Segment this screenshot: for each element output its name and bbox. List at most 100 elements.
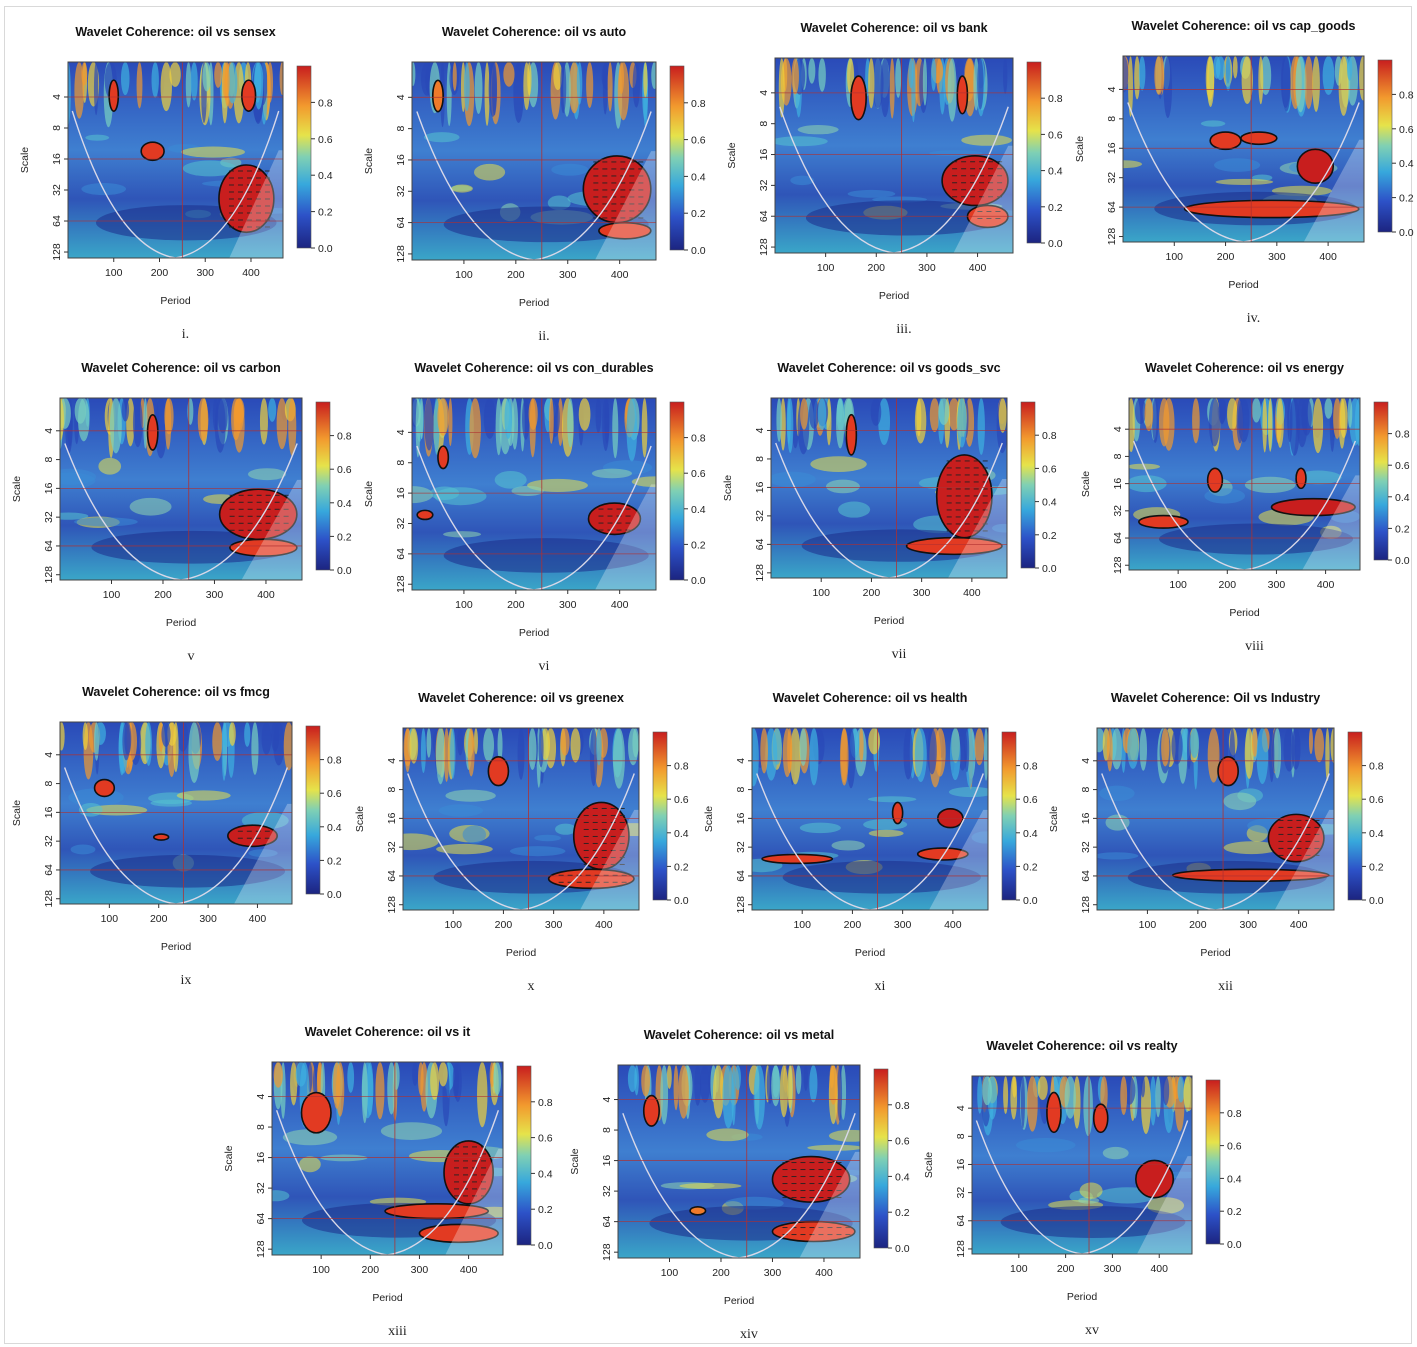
texture-stripe xyxy=(288,398,297,457)
y-tick-label: 16 xyxy=(255,1152,267,1164)
colorbar-tick-label: 0.6 xyxy=(1042,463,1057,475)
texture-stripe xyxy=(527,62,532,96)
texture-stripe xyxy=(190,62,198,101)
texture-blob xyxy=(1147,1197,1185,1214)
colorbar-tick-label: 0.4 xyxy=(337,498,352,510)
texture-stripe xyxy=(641,398,648,458)
y-tick-label: 64 xyxy=(43,540,55,552)
colorbar-tick-label: 0.8 xyxy=(895,1100,910,1112)
texture-blob xyxy=(1097,852,1139,860)
y-tick-label: 8 xyxy=(955,1133,967,1139)
texture-blob xyxy=(547,195,571,211)
panel-title: Wavelet Coherence: oil vs fmcg xyxy=(82,685,270,699)
texture-stripe xyxy=(463,62,470,112)
x-tick-label: 200 xyxy=(150,913,168,925)
significant-region xyxy=(761,853,834,865)
x-tick-label: 400 xyxy=(460,1264,478,1276)
texture-stripe xyxy=(1268,398,1273,452)
y-tick-label: 8 xyxy=(395,126,407,132)
texture-stripe xyxy=(713,1065,724,1119)
y-tick-label: 8 xyxy=(395,460,407,466)
x-tick-label: 300 xyxy=(199,913,217,925)
texture-blob xyxy=(78,803,103,817)
texture-stripe xyxy=(602,62,608,115)
texture-stripe xyxy=(1134,398,1147,425)
x-tick-label: 400 xyxy=(1290,919,1308,931)
texture-stripe xyxy=(570,728,581,763)
texture-blob xyxy=(129,497,172,516)
colorbar-tick-label: 0.4 xyxy=(1042,497,1057,509)
colorbar-tick-label: 0.8 xyxy=(1227,1108,1242,1120)
texture-stripe xyxy=(1140,1076,1146,1098)
y-tick-label: 32 xyxy=(955,1187,967,1199)
colorbar-tick-label: 0.4 xyxy=(1048,166,1063,178)
texture-stripe xyxy=(870,398,882,426)
y-tick-label: 64 xyxy=(735,870,747,882)
texture-stripe xyxy=(177,722,189,752)
plot-border xyxy=(411,397,657,591)
cone-of-influence xyxy=(71,110,280,258)
colorbar-tick-label: 0.0 xyxy=(1399,227,1414,239)
texture-stripe xyxy=(800,398,809,430)
colorbar-tick-label: 0.2 xyxy=(1227,1206,1242,1218)
cone-of-influence xyxy=(775,442,1003,578)
texture-stripe xyxy=(778,58,785,118)
texture-stripe xyxy=(1346,56,1353,81)
texture-stripe xyxy=(74,62,85,119)
texture-stripe xyxy=(221,722,227,781)
colorbar-tick-label: 0.2 xyxy=(1369,861,1384,873)
texture-stripe xyxy=(651,62,656,90)
colorbar-tick-label: 0.0 xyxy=(1395,555,1410,567)
texture-blob xyxy=(176,790,231,801)
texture-stripe xyxy=(151,62,159,98)
significant-region xyxy=(1135,1159,1175,1199)
significant-region xyxy=(845,413,858,456)
colorbar-tick-label: 0.8 xyxy=(674,761,689,773)
y-tick-label: 4 xyxy=(754,427,766,433)
texture-stripe xyxy=(786,398,791,444)
cone-shade xyxy=(229,150,283,258)
texture-stripe xyxy=(143,398,148,449)
texture-stripe xyxy=(787,728,793,774)
y-tick-label: 64 xyxy=(43,864,55,876)
y-tick-label: 128 xyxy=(386,896,398,914)
x-tick-label: 100 xyxy=(817,262,835,274)
texture-stripe xyxy=(452,62,457,91)
texture-blob xyxy=(868,829,904,837)
y-tick-label: 4 xyxy=(758,90,770,96)
texture-stripe xyxy=(1330,728,1334,763)
y-tick-label: 128 xyxy=(754,564,766,582)
texture-stripe xyxy=(1304,56,1314,109)
colorbar-tick-label: 0.0 xyxy=(691,575,706,587)
texture-stripe xyxy=(483,728,495,762)
x-axis-label: Period xyxy=(1067,1291,1098,1303)
colorbar-tick-label: 0.4 xyxy=(691,171,706,183)
colorbar-tick-label: 0.0 xyxy=(1023,895,1038,907)
colorbar-tick-label: 0.8 xyxy=(1023,761,1038,773)
texture-stripe xyxy=(222,62,230,100)
texture-stripe xyxy=(229,722,236,746)
colorbar-tick-label: 0.2 xyxy=(691,208,706,220)
y-axis-label: Scale xyxy=(223,1145,235,1171)
colorbar-tick-label: 0.4 xyxy=(1399,158,1414,170)
colorbar-tick-label: 0.2 xyxy=(1048,202,1063,214)
texture-stripe xyxy=(578,398,591,431)
texture-stripe xyxy=(868,58,875,109)
texture-blob xyxy=(799,822,841,834)
colorbar xyxy=(1373,401,1389,561)
colorbar-tick-label: 0.8 xyxy=(318,97,333,109)
texture-stripe xyxy=(1312,56,1320,112)
texture-blob xyxy=(380,1122,443,1140)
texture-stripe xyxy=(522,398,530,440)
texture-stripe xyxy=(450,728,456,779)
y-tick-label: 16 xyxy=(754,481,766,493)
texture-stripe xyxy=(1155,1076,1161,1118)
panel-label: xiii xyxy=(388,1324,407,1339)
y-axis-label: Scale xyxy=(363,148,375,174)
texture-blob xyxy=(847,189,896,198)
y-tick-label: 16 xyxy=(1106,142,1118,154)
cone-shade xyxy=(1303,139,1364,242)
texture-stripe xyxy=(169,62,181,87)
texture-stripe xyxy=(666,1065,672,1089)
texture-stripe xyxy=(267,62,274,103)
